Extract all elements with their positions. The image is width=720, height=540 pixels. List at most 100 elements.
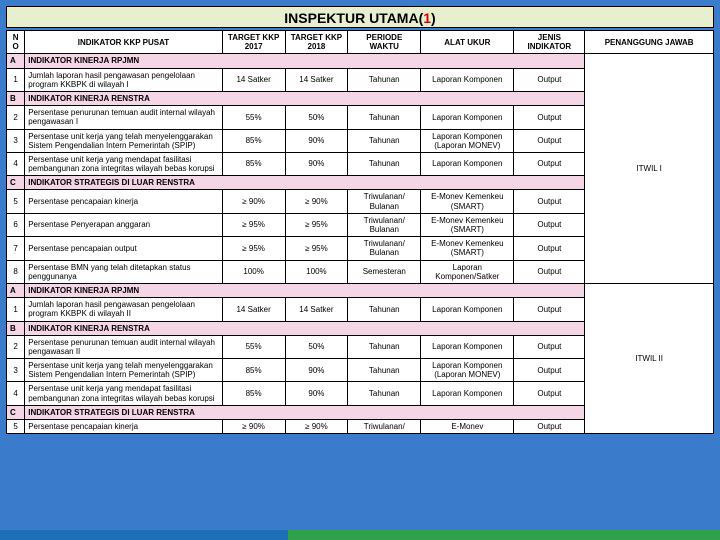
- cell-periode: Semesteran: [348, 260, 421, 283]
- cell-indikator: Persentase unit kerja yang telah menyele…: [25, 129, 223, 152]
- cell-no: 4: [7, 152, 25, 175]
- cell-jenis: Output: [514, 382, 585, 405]
- cell-target-2017: 100%: [222, 260, 285, 283]
- title-bar: INSPEKTUR UTAMA(1): [6, 6, 714, 28]
- section-label: INDIKATOR STRATEGIS DI LUAR RENSTRA: [25, 176, 585, 190]
- cell-target-2017: 85%: [222, 359, 285, 382]
- col-jenis: JENIS INDIKATOR: [514, 31, 585, 54]
- cell-no: 2: [7, 335, 25, 358]
- section-letter: A: [7, 54, 25, 68]
- section-letter: A: [7, 283, 25, 297]
- cell-alat: E-Monev: [421, 420, 514, 434]
- cell-target-2017: 85%: [222, 129, 285, 152]
- col-periode: PERIODE WAKTU: [348, 31, 421, 54]
- cell-target-2018: 90%: [285, 359, 348, 382]
- cell-no: 4: [7, 382, 25, 405]
- cell-target-2017: 85%: [222, 152, 285, 175]
- penanggung-jawab: ITWIL II: [585, 283, 714, 433]
- cell-alat: Laporan Komponen: [421, 382, 514, 405]
- section-label: INDIKATOR KINERJA RENSTRA: [25, 321, 585, 335]
- cell-indikator: Jumlah laporan hasil pengawasan pengelol…: [25, 298, 223, 321]
- cell-alat: Laporan Komponen/Satker: [421, 260, 514, 283]
- cell-target-2017: 55%: [222, 106, 285, 129]
- cell-jenis: Output: [514, 190, 585, 213]
- col-no: NO: [7, 31, 25, 54]
- cell-target-2017: ≥ 90%: [222, 190, 285, 213]
- cell-indikator: Persentase pencapaian kinerja: [25, 420, 223, 434]
- cell-alat: Laporan Komponen: [421, 335, 514, 358]
- cell-target-2018: 90%: [285, 382, 348, 405]
- cell-jenis: Output: [514, 213, 585, 236]
- table-header-row: NO INDIKATOR KKP PUSAT TARGET KKP 2017 T…: [7, 31, 714, 54]
- cell-target-2018: 14 Satker: [285, 68, 348, 91]
- section-label: INDIKATOR STRATEGIS DI LUAR RENSTRA: [25, 405, 585, 419]
- table-body: AINDIKATOR KINERJA RPJMNITWIL I1Jumlah l…: [7, 54, 714, 434]
- cell-jenis: Output: [514, 237, 585, 260]
- cell-alat: Laporan Komponen: [421, 152, 514, 175]
- cell-target-2017: ≥ 95%: [222, 237, 285, 260]
- cell-alat: E-Monev Kemenkeu (SMART): [421, 237, 514, 260]
- cell-periode: Triwulanan/: [348, 420, 421, 434]
- title-number: 1: [423, 10, 431, 26]
- cell-alat: E-Monev Kemenkeu (SMART): [421, 213, 514, 236]
- title-suffix: ): [431, 10, 436, 26]
- penanggung-jawab: ITWIL I: [585, 54, 714, 284]
- cell-target-2018: ≥ 90%: [285, 190, 348, 213]
- cell-indikator: Persentase penurunan temuan audit intern…: [25, 106, 223, 129]
- cell-periode: Tahunan: [348, 129, 421, 152]
- cell-no: 8: [7, 260, 25, 283]
- cell-alat: Laporan Komponen (Laporan MONEV): [421, 359, 514, 382]
- section-label: INDIKATOR KINERJA RPJMN: [25, 54, 585, 68]
- col-pj: PENANGGUNG JAWAB: [585, 31, 714, 54]
- cell-target-2017: 85%: [222, 382, 285, 405]
- indicator-table: NO INDIKATOR KKP PUSAT TARGET KKP 2017 T…: [6, 30, 714, 434]
- cell-jenis: Output: [514, 260, 585, 283]
- cell-jenis: Output: [514, 420, 585, 434]
- cell-jenis: Output: [514, 106, 585, 129]
- cell-target-2018: 90%: [285, 152, 348, 175]
- cell-alat: Laporan Komponen (Laporan MONEV): [421, 129, 514, 152]
- cell-no: 7: [7, 237, 25, 260]
- cell-periode: Tahunan: [348, 152, 421, 175]
- cell-periode: Tahunan: [348, 68, 421, 91]
- cell-target-2017: 55%: [222, 335, 285, 358]
- cell-target-2018: 14 Satker: [285, 298, 348, 321]
- cell-no: 5: [7, 190, 25, 213]
- col-target-2017: TARGET KKP 2017: [222, 31, 285, 54]
- cell-no: 3: [7, 129, 25, 152]
- cell-alat: Laporan Komponen: [421, 68, 514, 91]
- section-row: AINDIKATOR KINERJA RPJMNITWIL I: [7, 54, 714, 68]
- footer-stripe: [0, 530, 720, 540]
- col-target-2018: TARGET KKP 2018: [285, 31, 348, 54]
- cell-target-2018: ≥ 95%: [285, 213, 348, 236]
- cell-indikator: Persentase pencapaian kinerja: [25, 190, 223, 213]
- cell-target-2017: 14 Satker: [222, 298, 285, 321]
- cell-target-2018: 50%: [285, 335, 348, 358]
- cell-jenis: Output: [514, 359, 585, 382]
- cell-target-2017: 14 Satker: [222, 68, 285, 91]
- section-letter: B: [7, 91, 25, 105]
- section-letter: C: [7, 176, 25, 190]
- cell-indikator: Persentase unit kerja yang telah menyele…: [25, 359, 223, 382]
- cell-no: 5: [7, 420, 25, 434]
- cell-alat: E-Monev Kemenkeu (SMART): [421, 190, 514, 213]
- cell-target-2018: 50%: [285, 106, 348, 129]
- cell-alat: Laporan Komponen: [421, 106, 514, 129]
- cell-periode: Triwulanan/ Bulanan: [348, 237, 421, 260]
- cell-indikator: Persentase penurunan temuan audit intern…: [25, 335, 223, 358]
- cell-no: 1: [7, 298, 25, 321]
- cell-periode: Triwulanan/ Bulanan: [348, 190, 421, 213]
- cell-alat: Laporan Komponen: [421, 298, 514, 321]
- cell-indikator: Persentase unit kerja yang mendapat fasi…: [25, 152, 223, 175]
- cell-jenis: Output: [514, 129, 585, 152]
- section-row: AINDIKATOR KINERJA RPJMNITWIL II: [7, 283, 714, 297]
- cell-jenis: Output: [514, 335, 585, 358]
- cell-target-2017: ≥ 95%: [222, 213, 285, 236]
- section-label: INDIKATOR KINERJA RPJMN: [25, 283, 585, 297]
- col-alat-ukur: ALAT UKUR: [421, 31, 514, 54]
- cell-periode: Tahunan: [348, 359, 421, 382]
- cell-jenis: Output: [514, 152, 585, 175]
- section-letter: B: [7, 321, 25, 335]
- section-letter: C: [7, 405, 25, 419]
- page: INSPEKTUR UTAMA(1) NO INDIKATOR KKP PUSA…: [0, 0, 720, 540]
